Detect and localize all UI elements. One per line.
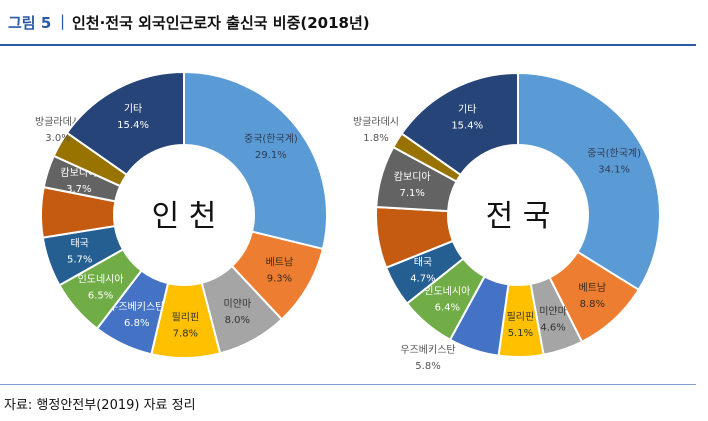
incheon-value-label: 6.8% — [124, 318, 149, 329]
incheon-center-label: 인 천 — [152, 199, 217, 234]
incheon-category-label: 네팔 — [64, 199, 82, 211]
incheon-label-인도네시아: 인도네시아 6.5% — [78, 273, 124, 301]
incheon-value-label: 5.7% — [67, 254, 92, 265]
national-value-label: 8.8% — [580, 299, 605, 310]
national-label-필리핀: 필리핀 5.1% — [507, 311, 535, 339]
national-category-label: 우즈베키스탄 — [400, 344, 455, 356]
national-value-label: 1.8% — [363, 133, 388, 144]
incheon-value-label: 6.5% — [88, 290, 113, 301]
incheon-value-label: 15.4% — [117, 120, 149, 131]
figure-header: 그림 5 | 인천·전국 외국인근로자 출신국 비중(2018년) — [0, 0, 708, 46]
incheon-category-label: 기타 — [124, 103, 142, 115]
incheon-value-label: 3.7% — [66, 184, 91, 195]
national-label-우즈베키스탄: 우즈베키스탄 5.8% — [400, 344, 455, 372]
incheon-donut-hole — [115, 146, 253, 284]
national-category-label: 캄보디아 — [394, 171, 431, 183]
national-label-방글라데시: 방글라데시 1.8% — [353, 116, 399, 144]
national-label-캄보디아: 캄보디아 7.1% — [394, 171, 431, 199]
national-label-기타: 기타 15.4% — [451, 103, 483, 131]
incheon-label-중국한국계: 중국(한국계) 29.1% — [244, 133, 298, 161]
national-label-미얀마: 미얀마 4.6% — [539, 304, 567, 333]
national-slice-기타 — [400, 71, 519, 177]
incheon-label-태국: 태국 5.7% — [67, 237, 92, 265]
national-value-label: 5.8% — [415, 361, 440, 372]
national-value-label: 4.6% — [540, 322, 565, 333]
figure-title: 인천·전국 외국인근로자 출신국 비중(2018년) — [72, 14, 370, 32]
national-category-label: 네팔 — [400, 219, 418, 231]
national-category-label: 중국(한국계) — [587, 147, 641, 159]
national-category-label: 태국 — [414, 256, 432, 268]
incheon-slice-기타 — [65, 70, 185, 177]
national-label-태국: 태국 4.7% — [410, 256, 435, 284]
national-category-label: 방글라데시 — [353, 116, 399, 128]
incheon-value-label: 8.0% — [225, 315, 250, 326]
national-category-label: 인도네시아 — [424, 285, 470, 297]
source-note: 자료: 행정안전부(2019) 자료 정리 — [4, 398, 196, 413]
incheon-category-label: 필리핀 — [172, 311, 200, 323]
incheon-value-label: 3.0% — [45, 133, 70, 144]
national-value-label: 15.4% — [451, 120, 483, 131]
incheon-category-label: 방글라데시 — [35, 116, 81, 128]
incheon-label-방글라데시: 방글라데시 3.0% — [35, 116, 81, 144]
national-value-label: 5.1% — [508, 328, 533, 339]
national-center-label: 전 국 — [486, 199, 551, 234]
national-value-label: 4.7% — [410, 273, 435, 284]
incheon-label-베트남: 베트남 9.3% — [266, 257, 294, 285]
incheon-value-label: 7.8% — [173, 328, 198, 339]
national-donut-hole — [449, 146, 587, 284]
national-value-label: 6.4% — [435, 302, 460, 313]
incheon-label-미얀마: 미얀마 8.0% — [224, 297, 252, 326]
incheon-label-필리핀: 필리핀 7.8% — [172, 311, 200, 339]
national-value-label: 34.1% — [598, 164, 630, 175]
national-category-label: 필리핀 — [507, 311, 535, 323]
incheon-value-label: 9.3% — [267, 274, 292, 285]
footer-rule — [0, 384, 696, 385]
national-label-베트남: 베트남 8.8% — [579, 282, 607, 310]
figure-separator: | — [60, 12, 66, 30]
incheon-category-label: 우즈베키스탄 — [109, 301, 164, 313]
incheon-category-label: 중국(한국계) — [244, 133, 298, 145]
incheon-category-label: 인도네시아 — [78, 273, 124, 285]
national-label-인도네시아: 인도네시아 6.4% — [424, 285, 470, 313]
incheon-slice-중국한국계 — [183, 70, 328, 251]
national-category-label: 베트남 — [579, 282, 607, 294]
national-category-label: 기타 — [458, 103, 476, 115]
incheon-category-label: 태국 — [70, 237, 88, 249]
incheon-category-label: 미얀마 — [224, 297, 252, 310]
incheon-label-우즈베키스탄: 우즈베키스탄 6.8% — [109, 301, 164, 329]
national-label-네팔: 네팔 — [400, 219, 418, 231]
national-label-중국한국계: 중국(한국계) 34.1% — [587, 147, 641, 175]
national-value-label: 7.1% — [400, 188, 425, 199]
header-rule — [0, 44, 696, 46]
national-category-label: 미얀마 — [539, 304, 567, 317]
incheon-label-기타: 기타 15.4% — [117, 103, 149, 131]
incheon-category-label: 베트남 — [266, 257, 294, 269]
figure-number: 그림 5 — [8, 14, 52, 32]
incheon-label-네팔: 네팔 — [64, 199, 82, 211]
incheon-value-label: 29.1% — [255, 150, 287, 161]
national-slice-중국한국계 — [517, 71, 661, 292]
